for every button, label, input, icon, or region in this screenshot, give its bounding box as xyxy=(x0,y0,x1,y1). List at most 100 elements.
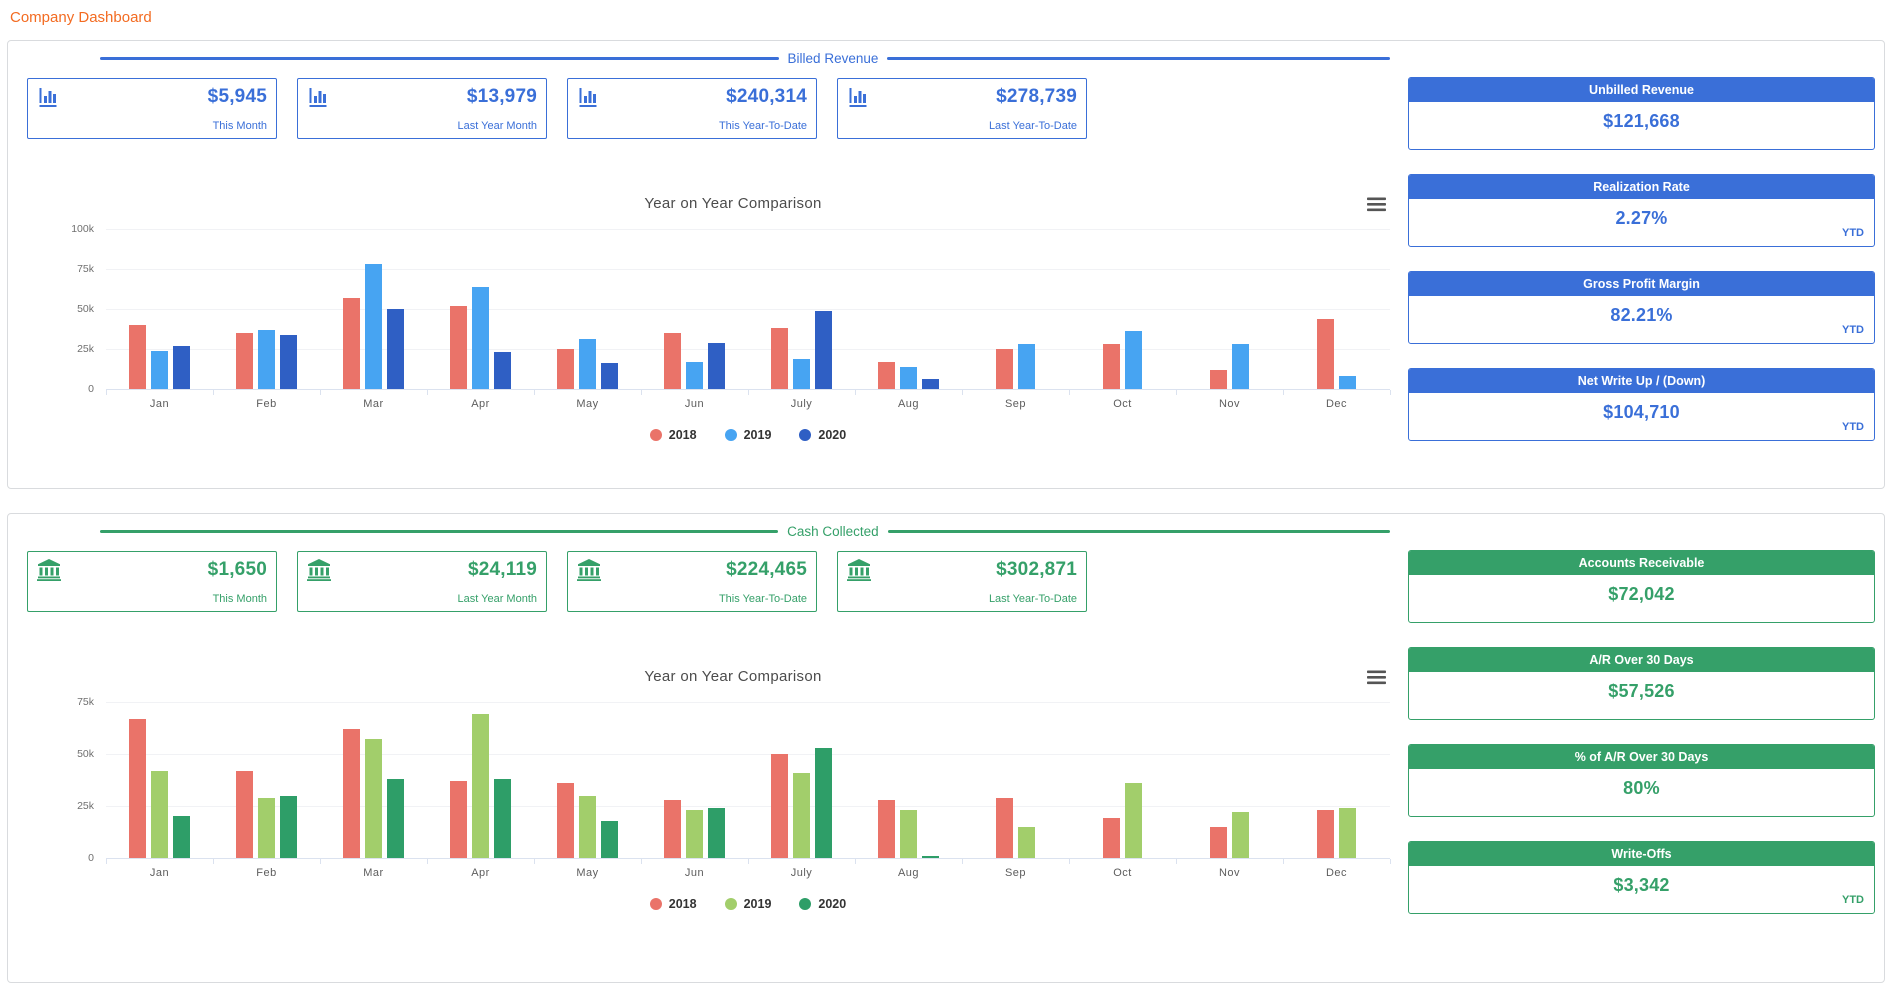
bar-2018-jan[interactable] xyxy=(129,718,146,858)
bar-chart-icon xyxy=(577,86,602,108)
x-axis-tick xyxy=(1176,390,1177,395)
kpi-title: A/R Over 30 Days xyxy=(1409,648,1874,672)
bar-2019-july[interactable] xyxy=(793,358,810,389)
bar-2019-feb[interactable] xyxy=(258,329,275,389)
bar-2019-sep[interactable] xyxy=(1018,344,1035,389)
bar-2018-may[interactable] xyxy=(557,783,574,858)
legend-dot xyxy=(799,429,812,441)
bar-2018-jun[interactable] xyxy=(664,333,681,389)
y-axis-tick-label: 25k xyxy=(77,799,94,812)
bar-2019-dec[interactable] xyxy=(1339,808,1356,858)
bar-2019-jan[interactable] xyxy=(151,350,168,389)
bar-2018-apr[interactable] xyxy=(450,305,467,389)
legend-item-2019[interactable]: 2019 xyxy=(724,897,771,911)
bar-groups xyxy=(106,702,1390,858)
bar-2018-oct[interactable] xyxy=(1103,818,1120,858)
legend-item-2019[interactable]: 2019 xyxy=(724,428,771,442)
bar-2020-may[interactable] xyxy=(601,820,618,858)
bar-2019-jan[interactable] xyxy=(151,770,168,858)
bar-2019-oct[interactable] xyxy=(1125,783,1142,858)
bar-group-feb xyxy=(213,229,320,389)
bar-2019-apr[interactable] xyxy=(472,714,489,858)
x-axis-tick xyxy=(748,390,749,395)
bar-2020-aug[interactable] xyxy=(922,379,939,389)
x-axis-label-jan: Jan xyxy=(149,867,170,879)
bar-2020-apr[interactable] xyxy=(494,352,511,389)
bar-2018-sep[interactable] xyxy=(996,797,1013,858)
bar-2020-apr[interactable] xyxy=(494,778,511,858)
bar-2020-aug[interactable] xyxy=(922,855,939,858)
bar-2019-nov[interactable] xyxy=(1232,344,1249,389)
bar-2019-may[interactable] xyxy=(579,795,596,858)
cash-collected-header: Cash Collected xyxy=(8,522,1390,540)
bar-2018-nov[interactable] xyxy=(1210,826,1227,858)
bar-group-aug xyxy=(855,702,962,858)
bar-2020-july[interactable] xyxy=(815,310,832,389)
bar-2018-dec[interactable] xyxy=(1317,810,1334,858)
stat-value: $302,871 xyxy=(996,559,1077,580)
bar-2018-mar[interactable] xyxy=(343,297,360,389)
bar-2020-jun[interactable] xyxy=(708,342,725,389)
bank-icon xyxy=(577,559,601,581)
bar-2019-jun[interactable] xyxy=(686,810,703,858)
bar-2018-may[interactable] xyxy=(557,349,574,389)
legend-item-2020[interactable]: 2020 xyxy=(799,428,846,442)
y-axis-tick-label: 0 xyxy=(88,851,94,864)
bar-2020-jan[interactable] xyxy=(173,345,190,389)
bar-2019-dec[interactable] xyxy=(1339,376,1356,389)
bar-2018-dec[interactable] xyxy=(1317,318,1334,389)
bar-2020-mar[interactable] xyxy=(387,309,404,389)
bar-2019-oct[interactable] xyxy=(1125,331,1142,389)
bar-2018-jun[interactable] xyxy=(664,799,681,858)
bar-group-july xyxy=(748,702,855,858)
hamburger-menu-icon[interactable] xyxy=(1367,197,1386,217)
bar-2020-feb[interactable] xyxy=(280,334,297,389)
bar-2019-nov[interactable] xyxy=(1232,812,1249,858)
bar-2019-apr[interactable] xyxy=(472,286,489,389)
x-axis-label-mar: Mar xyxy=(363,867,384,879)
hamburger-menu-icon[interactable] xyxy=(1367,670,1386,690)
bar-2020-july[interactable] xyxy=(815,747,832,858)
bar-2019-feb[interactable] xyxy=(258,797,275,858)
kpi-title: Net Write Up / (Down) xyxy=(1409,369,1874,393)
bar-2019-sep[interactable] xyxy=(1018,826,1035,858)
bar-2019-mar[interactable] xyxy=(365,264,382,389)
bar-2018-nov[interactable] xyxy=(1210,369,1227,389)
bar-group-nov xyxy=(1176,229,1283,389)
bar-2018-feb[interactable] xyxy=(236,770,253,858)
bar-2018-aug[interactable] xyxy=(878,361,895,389)
bar-2018-july[interactable] xyxy=(771,754,788,858)
bar-2019-july[interactable] xyxy=(793,772,810,858)
legend-item-2020[interactable]: 2020 xyxy=(799,897,846,911)
x-axis-tick xyxy=(962,390,963,395)
bar-2018-july[interactable] xyxy=(771,328,788,389)
bar-2019-may[interactable] xyxy=(579,339,596,389)
bar-2019-jun[interactable] xyxy=(686,361,703,389)
bar-2020-may[interactable] xyxy=(601,363,618,389)
x-axis: Jan Feb Mar Apr May Jun July Aug Sep Oct Nov Dec xyxy=(106,859,1391,883)
legend-item-2018[interactable]: 2018 xyxy=(649,428,697,442)
bar-2020-jan[interactable] xyxy=(173,816,190,858)
bar-2018-sep[interactable] xyxy=(996,349,1013,389)
gridline xyxy=(106,702,1390,703)
x-axis-label-jan: Jan xyxy=(149,398,170,410)
plot-area: 0 25k 50k 75k xyxy=(77,697,1390,863)
bar-2018-feb[interactable] xyxy=(236,333,253,389)
legend-item-2018[interactable]: 2018 xyxy=(649,897,697,911)
kpi-card-accounts-receivable: Accounts Receivable $72,042 xyxy=(1408,550,1875,623)
bar-2018-aug[interactable] xyxy=(878,799,895,858)
x-axis-tick xyxy=(320,859,321,864)
bar-2020-feb[interactable] xyxy=(280,795,297,858)
stat-card-this-ytd: $240,314 This Year-To-Date xyxy=(567,78,817,139)
bar-2018-jan[interactable] xyxy=(129,325,146,389)
bar-2018-mar[interactable] xyxy=(343,729,360,858)
bar-2019-mar[interactable] xyxy=(365,739,382,858)
bar-2018-oct[interactable] xyxy=(1103,344,1120,389)
bar-2019-aug[interactable] xyxy=(900,366,917,389)
bar-2019-aug[interactable] xyxy=(900,810,917,858)
bar-2018-apr[interactable] xyxy=(450,781,467,858)
bar-2020-mar[interactable] xyxy=(387,778,404,858)
bar-2020-jun[interactable] xyxy=(708,808,725,858)
cash-yoy-chart: Year on Year Comparison 0 25k 50k 75k Jan Fe… xyxy=(8,668,1391,911)
bar-group-apr xyxy=(427,229,534,389)
